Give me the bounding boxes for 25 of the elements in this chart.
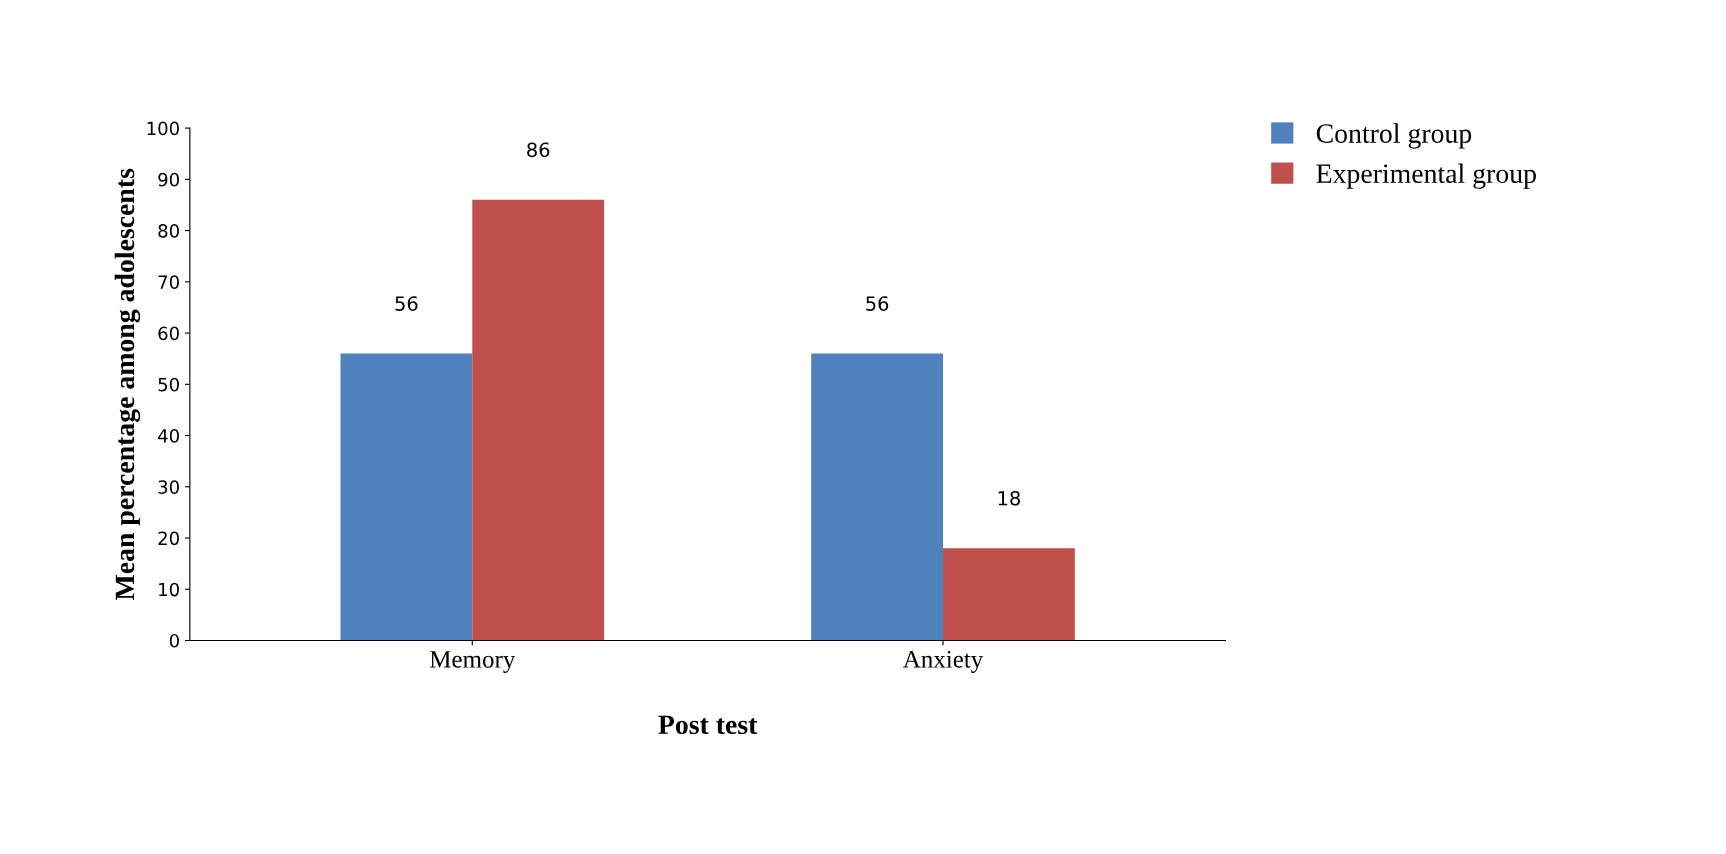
- data-label: 56: [395, 296, 418, 311]
- legend-label: Control group: [1316, 123, 1472, 149]
- y-tick-label: 10: [159, 582, 179, 597]
- x-axis-title: Post test: [658, 715, 758, 735]
- y-tick-label: 70: [158, 275, 179, 289]
- data-label: 18: [998, 490, 1020, 506]
- y-tick-label: 100: [147, 121, 179, 136]
- bar: [811, 353, 944, 641]
- bar: [472, 199, 605, 641]
- y-axis-title: Mean percentage among adolescents: [114, 168, 141, 600]
- y-tick-label: 60: [158, 326, 179, 341]
- y-tick-label: 20: [158, 531, 179, 546]
- x-tick-label: Anxiety: [903, 650, 984, 673]
- bar: [943, 548, 1075, 641]
- data-label: 86: [527, 142, 550, 158]
- y-tick-label: 40: [158, 429, 179, 443]
- y-tick-label: 50: [158, 377, 179, 392]
- x-tick-label: Memory: [429, 651, 516, 673]
- y-tick-label: 90: [158, 172, 179, 187]
- data-label: 56: [866, 296, 889, 311]
- y-tick-label: 30: [158, 480, 179, 494]
- legend-label: Experimental group: [1316, 163, 1536, 189]
- y-tick-label: 80: [158, 224, 179, 238]
- bar: [340, 353, 473, 641]
- y-tick-label: 0: [169, 633, 179, 648]
